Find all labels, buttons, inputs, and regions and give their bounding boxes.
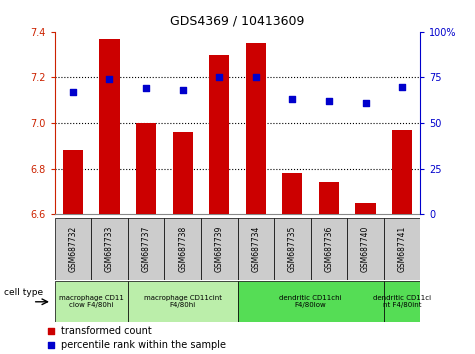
Point bbox=[69, 89, 77, 95]
Point bbox=[216, 75, 223, 80]
Point bbox=[289, 97, 296, 102]
Bar bbox=[319, 182, 339, 214]
Point bbox=[252, 75, 259, 80]
Text: GSM687734: GSM687734 bbox=[251, 225, 260, 272]
Text: transformed count: transformed count bbox=[61, 326, 152, 336]
Bar bbox=[209, 55, 229, 214]
Bar bbox=[355, 203, 376, 214]
Bar bbox=[136, 123, 156, 214]
Text: GSM687739: GSM687739 bbox=[215, 225, 224, 272]
Point bbox=[398, 84, 406, 90]
Text: GSM687740: GSM687740 bbox=[361, 225, 370, 272]
Bar bbox=[55, 281, 128, 322]
Bar bbox=[392, 130, 412, 214]
Text: GSM687735: GSM687735 bbox=[288, 225, 297, 272]
Point bbox=[47, 342, 54, 348]
Text: GSM687741: GSM687741 bbox=[398, 225, 407, 272]
Text: dendritic CD11chi
F4/80low: dendritic CD11chi F4/80low bbox=[279, 295, 342, 308]
Bar bbox=[63, 150, 83, 214]
Point bbox=[47, 328, 54, 333]
Text: dendritic CD11ci
nt F4/80int: dendritic CD11ci nt F4/80int bbox=[373, 295, 431, 308]
Bar bbox=[128, 281, 238, 322]
Bar bbox=[99, 39, 120, 214]
Bar bbox=[238, 218, 274, 280]
Text: GSM687738: GSM687738 bbox=[178, 225, 187, 272]
Bar bbox=[274, 218, 311, 280]
Text: percentile rank within the sample: percentile rank within the sample bbox=[61, 340, 226, 350]
Bar bbox=[55, 218, 91, 280]
Text: cell type: cell type bbox=[4, 288, 44, 297]
Text: GSM687732: GSM687732 bbox=[68, 225, 77, 272]
Point bbox=[325, 98, 332, 104]
Bar bbox=[201, 218, 238, 280]
Point bbox=[179, 87, 186, 93]
Point bbox=[105, 76, 113, 82]
Text: GSM687733: GSM687733 bbox=[105, 225, 114, 272]
Bar bbox=[384, 218, 420, 280]
Bar bbox=[238, 281, 384, 322]
Point bbox=[142, 86, 150, 91]
Text: macrophage CD11
clow F4/80hi: macrophage CD11 clow F4/80hi bbox=[59, 295, 124, 308]
Bar bbox=[91, 218, 128, 280]
Point bbox=[362, 100, 370, 106]
Bar bbox=[384, 281, 420, 322]
Bar bbox=[311, 218, 347, 280]
Bar bbox=[172, 132, 193, 214]
Text: GSM687737: GSM687737 bbox=[142, 225, 151, 272]
Bar bbox=[246, 43, 266, 214]
Text: GSM687736: GSM687736 bbox=[324, 225, 333, 272]
Text: macrophage CD11cint
F4/80hi: macrophage CD11cint F4/80hi bbox=[143, 295, 222, 308]
Title: GDS4369 / 10413609: GDS4369 / 10413609 bbox=[171, 15, 304, 28]
Bar bbox=[128, 218, 164, 280]
Bar bbox=[164, 218, 201, 280]
Bar bbox=[282, 173, 303, 214]
Bar bbox=[347, 218, 384, 280]
